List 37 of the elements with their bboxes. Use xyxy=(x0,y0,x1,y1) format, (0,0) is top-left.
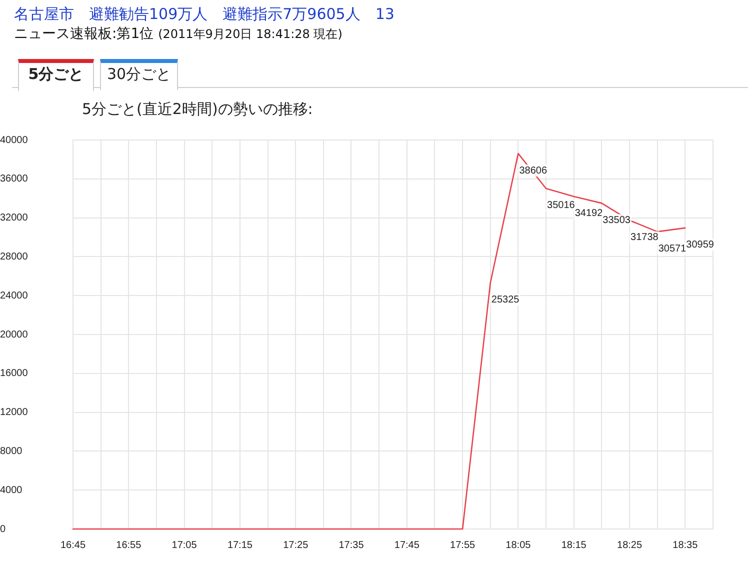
data-label: 33503 xyxy=(602,214,631,226)
chart-subtitle: ニュース速報板:第1位 xyxy=(14,26,154,42)
y-tick-label: 28000 xyxy=(0,251,28,262)
y-tick-label: 20000 xyxy=(0,329,28,340)
y-tick-label: 0 xyxy=(0,524,6,535)
x-tick-label: 17:45 xyxy=(394,540,420,551)
data-label: 30959 xyxy=(686,240,714,251)
tab[interactable]: 5分ごと xyxy=(18,59,94,91)
x-tick-label: 18:35 xyxy=(672,540,698,551)
chart-title: 名古屋市 避難勧告109万人 避難指示7万9605人 13 xyxy=(14,5,394,24)
data-label: 38606 xyxy=(519,165,548,176)
x-tick-label: 18:05 xyxy=(506,540,532,551)
data-label: 31738 xyxy=(630,232,659,244)
x-tick-label: 18:25 xyxy=(617,540,642,551)
x-tick-label: 17:55 xyxy=(450,540,476,551)
x-tick-label: 17:15 xyxy=(227,540,253,551)
y-tick-label: 4000 xyxy=(0,484,23,496)
x-tick-label: 17:25 xyxy=(283,540,309,551)
y-tick-label: 32000 xyxy=(0,212,28,224)
data-label: 30571 xyxy=(658,243,687,254)
tab[interactable]: 30分ごと xyxy=(100,59,178,90)
data-label: 34192 xyxy=(574,208,604,220)
y-tick-label: 16000 xyxy=(0,368,28,380)
y-tick-label: 24000 xyxy=(0,290,28,302)
y-tick-label: 8000 xyxy=(0,446,23,457)
text: (2011年9月20日 18:41:28 現在) xyxy=(158,27,342,41)
y-tick-label: 40000 xyxy=(0,134,28,146)
x-tick-label: 17:05 xyxy=(172,540,198,551)
x-tick-label: 18:15 xyxy=(561,540,587,551)
data-label: 25325 xyxy=(491,294,520,306)
x-tick-label: 16:55 xyxy=(116,540,142,551)
data-label: 35016 xyxy=(547,200,576,212)
y-tick-label: 12000 xyxy=(0,407,28,418)
y-tick-label: 36000 xyxy=(0,174,28,185)
text: 5分ごと(直近2時間)の勢いの推移: xyxy=(82,100,313,119)
x-tick-label: 17:35 xyxy=(338,540,364,551)
x-tick-label: 16:45 xyxy=(60,540,86,551)
